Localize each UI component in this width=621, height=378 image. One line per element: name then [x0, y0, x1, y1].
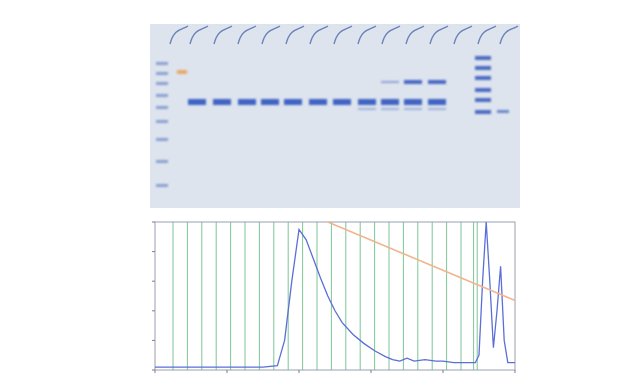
- gel-well: [262, 26, 280, 44]
- ladder-band: [156, 94, 168, 97]
- y-tick: [152, 251, 155, 252]
- gel-band: [284, 99, 302, 105]
- series-line: [155, 222, 515, 367]
- fraction-line: [288, 222, 289, 370]
- gel-well: [406, 26, 424, 44]
- fraction-line: [216, 222, 217, 370]
- ladder-band: [156, 184, 168, 187]
- gel-band: [475, 98, 491, 102]
- fraction-line: [360, 222, 361, 370]
- gel-band: [238, 99, 256, 105]
- gel-band: [188, 99, 206, 105]
- ladder-band: [156, 72, 168, 75]
- fraction-line: [417, 222, 418, 370]
- x-tick: [299, 370, 300, 373]
- gel-well: [214, 26, 232, 44]
- gel-well: [382, 26, 400, 44]
- x-tick: [371, 370, 372, 373]
- fraction-line: [331, 222, 332, 370]
- y-tick: [152, 222, 155, 223]
- gel-band: [404, 99, 422, 105]
- x-tick: [515, 370, 516, 373]
- gel-band: [428, 108, 446, 110]
- gel-band: [333, 99, 351, 105]
- gel-band: [404, 108, 422, 110]
- fraction-line: [446, 222, 447, 370]
- fraction-line: [389, 222, 390, 370]
- fraction-line: [432, 222, 433, 370]
- gel-band: [497, 110, 509, 113]
- plot-area: [155, 222, 515, 370]
- y-tick: [152, 310, 155, 311]
- gel-bands: [156, 56, 509, 187]
- gel-band: [475, 56, 491, 60]
- gel-band: [358, 99, 376, 105]
- fraction-line: [302, 222, 303, 370]
- fraction-line: [345, 222, 346, 370]
- gel-band: [381, 108, 399, 110]
- fraction-line: [201, 222, 202, 370]
- gel-well: [334, 26, 352, 44]
- gel-well: [500, 26, 518, 44]
- gel-well: [358, 26, 376, 44]
- gel-band: [261, 99, 279, 105]
- fraction-line: [259, 222, 260, 370]
- fraction-line: [374, 222, 375, 370]
- ladder-band: [156, 138, 168, 141]
- fraction-line: [230, 222, 231, 370]
- gel-well: [430, 26, 448, 44]
- gel-well: [190, 26, 208, 44]
- gel-band: [475, 88, 491, 92]
- x-tick: [227, 370, 228, 373]
- gel-band: [475, 110, 491, 114]
- gel-well: [478, 26, 496, 44]
- y-tick: [152, 281, 155, 282]
- ladder-band: [156, 120, 168, 123]
- ladder-marker: [177, 70, 187, 74]
- gel-band: [428, 99, 446, 105]
- gel-well: [170, 26, 188, 44]
- gel-band: [358, 108, 376, 110]
- x-tick: [443, 370, 444, 373]
- gel-band: [475, 76, 491, 80]
- ladder-band: [156, 160, 168, 163]
- gel-well: [454, 26, 472, 44]
- fraction-line: [245, 222, 246, 370]
- gel-band: [428, 80, 446, 84]
- figure: [0, 0, 621, 378]
- gel-band: [404, 80, 422, 84]
- series-line: [328, 222, 515, 300]
- fraction-line: [187, 222, 188, 370]
- gel-band: [381, 81, 399, 83]
- gel-band: [213, 99, 231, 105]
- ladder-band: [156, 106, 168, 109]
- fraction-line: [273, 222, 274, 370]
- ladder-band: [156, 82, 168, 85]
- fraction-line: [173, 222, 174, 370]
- fraction-line: [477, 222, 478, 370]
- fraction-line: [403, 222, 404, 370]
- y-tick: [152, 340, 155, 341]
- y-tick: [152, 370, 155, 371]
- fraction-line: [473, 222, 474, 370]
- fraction-line: [461, 222, 462, 370]
- gel-well: [286, 26, 304, 44]
- ladder-band: [156, 62, 168, 65]
- gel-band: [309, 99, 327, 105]
- gel-band: [381, 99, 399, 105]
- gel-band: [475, 66, 491, 70]
- plot-frame: [155, 222, 515, 370]
- gel-well: [238, 26, 256, 44]
- gel-well: [310, 26, 328, 44]
- fraction-line: [317, 222, 318, 370]
- gel: [150, 24, 520, 208]
